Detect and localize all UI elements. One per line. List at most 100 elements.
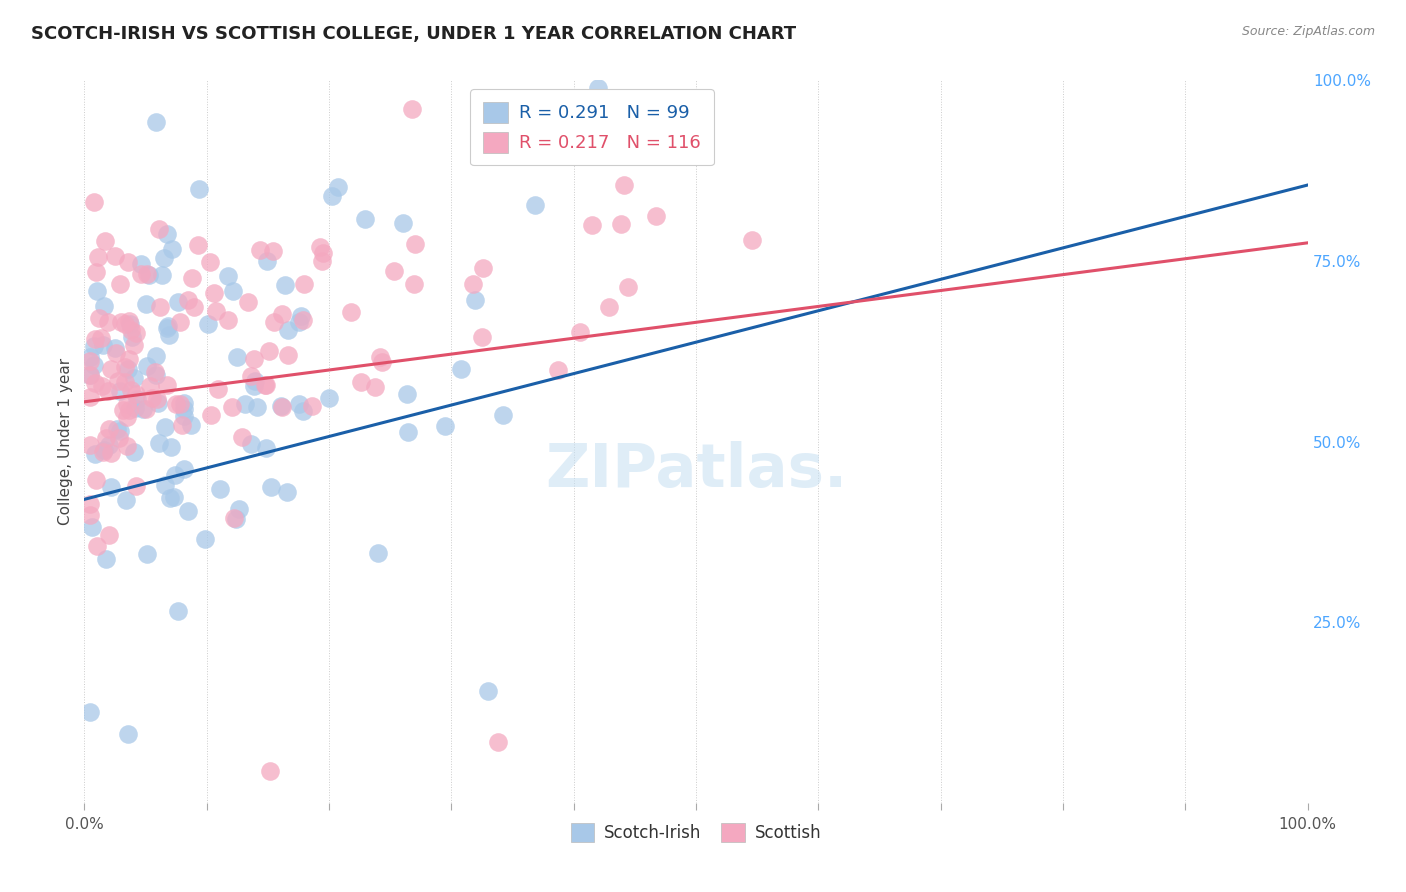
Point: [194, 532, 217, 546]
Point: [79, 705, 101, 719]
Point: [392, 216, 415, 230]
Point: [200, 255, 222, 269]
Point: [207, 382, 229, 396]
Point: [145, 115, 167, 129]
Point: [114, 318, 136, 332]
Point: [613, 178, 636, 193]
Point: [246, 400, 269, 414]
Point: [117, 726, 139, 740]
Point: [312, 245, 335, 260]
Point: [132, 401, 155, 416]
Point: [524, 198, 547, 212]
Point: [97, 437, 120, 451]
Point: [160, 243, 183, 257]
Point: [243, 378, 266, 392]
Point: [308, 240, 330, 254]
Point: [100, 362, 122, 376]
Y-axis label: College, Under 1 year: College, Under 1 year: [58, 358, 73, 525]
Point: [287, 397, 309, 411]
Text: Source: ZipAtlas.com: Source: ZipAtlas.com: [1241, 25, 1375, 38]
Text: ZIPatlas.: ZIPatlas.: [546, 441, 846, 500]
Point: [254, 377, 277, 392]
Point: [148, 436, 170, 450]
Point: [104, 342, 127, 356]
Point: [226, 350, 249, 364]
Point: [396, 425, 419, 440]
Point: [127, 392, 149, 406]
Point: [120, 383, 142, 397]
Point: [83, 358, 105, 372]
Point: [115, 492, 138, 507]
Point: [105, 422, 128, 436]
Point: [145, 368, 167, 382]
Point: [117, 439, 139, 453]
Point: [97, 384, 120, 399]
Point: [83, 339, 105, 353]
Point: [274, 278, 297, 293]
Point: [254, 377, 277, 392]
Point: [159, 491, 181, 505]
Point: [84, 376, 107, 390]
Point: [149, 301, 172, 315]
Point: [118, 314, 141, 328]
Point: [270, 400, 292, 414]
Point: [86, 265, 108, 279]
Point: [169, 315, 191, 329]
Point: [79, 353, 101, 368]
Point: [222, 511, 245, 525]
Point: [225, 511, 247, 525]
Point: [173, 409, 195, 423]
Point: [382, 264, 405, 278]
Point: [117, 362, 139, 376]
Point: [112, 402, 135, 417]
Point: [200, 408, 222, 422]
Point: [294, 277, 316, 291]
Point: [122, 444, 145, 458]
Point: [492, 409, 515, 423]
Point: [221, 400, 243, 414]
Point: [328, 180, 350, 194]
Point: [262, 244, 284, 259]
Point: [183, 300, 205, 314]
Point: [136, 359, 159, 373]
Point: [79, 497, 101, 511]
Point: [202, 285, 225, 300]
Point: [260, 479, 283, 493]
Point: [364, 380, 387, 394]
Point: [187, 182, 209, 196]
Point: [97, 422, 120, 436]
Point: [145, 349, 167, 363]
Point: [138, 268, 160, 282]
Point: [86, 539, 108, 553]
Point: [153, 251, 176, 265]
Point: [83, 194, 105, 209]
Point: [122, 337, 145, 351]
Point: [257, 343, 280, 358]
Point: [114, 359, 136, 374]
Point: [125, 386, 148, 401]
Point: [122, 370, 145, 384]
Point: [271, 307, 294, 321]
Point: [117, 397, 139, 411]
Point: [610, 217, 633, 231]
Point: [93, 442, 115, 457]
Point: [231, 430, 253, 444]
Point: [87, 250, 110, 264]
Point: [129, 267, 152, 281]
Point: [121, 330, 143, 344]
Point: [79, 350, 101, 364]
Point: [461, 277, 484, 292]
Point: [287, 315, 309, 329]
Point: [256, 253, 278, 268]
Point: [450, 361, 472, 376]
Point: [228, 502, 250, 516]
Point: [94, 234, 117, 248]
Point: [156, 377, 179, 392]
Point: [141, 391, 163, 405]
Point: [276, 484, 298, 499]
Point: [370, 350, 392, 364]
Point: [301, 399, 323, 413]
Point: [350, 376, 373, 390]
Point: [290, 309, 312, 323]
Point: [173, 462, 195, 476]
